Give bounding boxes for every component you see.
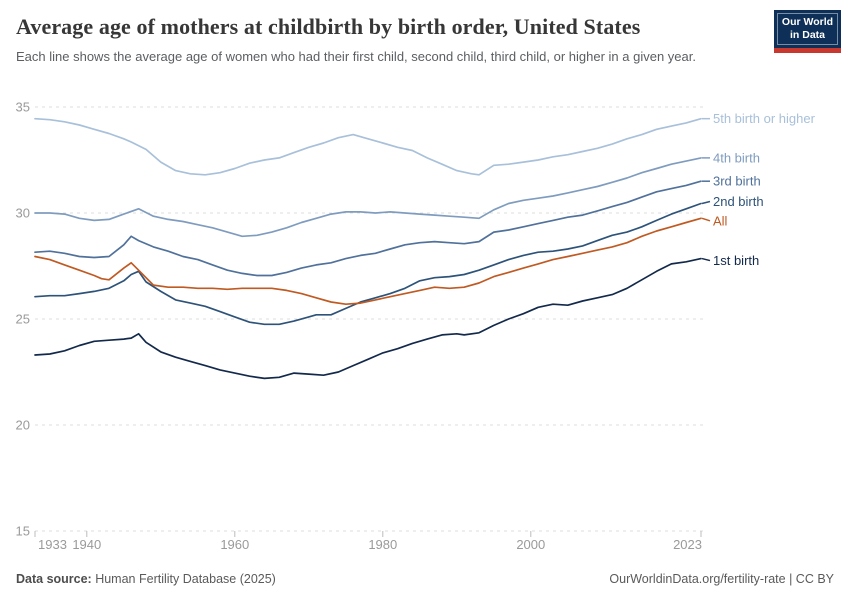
data-source-note: Data source: Human Fertility Database (2… bbox=[16, 572, 276, 586]
x-axis-label-1933: 1933 bbox=[38, 537, 67, 552]
legend-label-5th-birth-or-higher[interactable]: 5th birth or higher bbox=[713, 111, 816, 126]
legend-label-4th-birth[interactable]: 4th birth bbox=[713, 150, 760, 165]
legend-tick-2nd-birth bbox=[701, 200, 711, 205]
x-axis-label-1940: 1940 bbox=[72, 537, 101, 552]
line-all[interactable] bbox=[34, 217, 702, 306]
chart-header: Average age of mothers at childbirth by … bbox=[16, 14, 766, 66]
y-axis-label-35: 35 bbox=[16, 100, 30, 115]
owid-logo-line1: Our World bbox=[781, 16, 834, 29]
chart-footer: Data source: Human Fertility Database (2… bbox=[16, 572, 834, 586]
legend-tick-1st-birth bbox=[701, 257, 711, 262]
x-axis-label-1960: 1960 bbox=[220, 537, 249, 552]
y-axis-label-25: 25 bbox=[16, 312, 30, 327]
legend-label-all[interactable]: All bbox=[713, 213, 728, 228]
owid-logo-frame: Our World in Data bbox=[777, 13, 838, 45]
line-5th-birth-or-higher[interactable] bbox=[34, 117, 702, 176]
line-2nd-birth[interactable] bbox=[34, 202, 702, 326]
line-1st-birth[interactable] bbox=[34, 257, 702, 380]
page-title: Average age of mothers at childbirth by … bbox=[16, 14, 641, 39]
legend-label-1st-birth[interactable]: 1st birth bbox=[713, 253, 759, 268]
legend-label-3rd-birth[interactable]: 3rd birth bbox=[713, 174, 761, 189]
x-axis-label-2023: 2023 bbox=[673, 537, 702, 552]
chart-subtitle: Each line shows the average age of women… bbox=[16, 49, 696, 64]
credit-link[interactable]: OurWorldinData.org/fertility-rate | CC B… bbox=[609, 572, 834, 586]
x-axis-label-1980: 1980 bbox=[368, 537, 397, 552]
owid-logo[interactable]: Our World in Data bbox=[774, 10, 841, 53]
legend-label-2nd-birth[interactable]: 2nd birth bbox=[713, 194, 764, 209]
data-source-text: Human Fertility Database (2025) bbox=[91, 572, 276, 586]
x-axis-label-2000: 2000 bbox=[516, 537, 545, 552]
line-4th-birth[interactable] bbox=[34, 157, 702, 238]
data-source-label: Data source: bbox=[16, 572, 92, 586]
y-axis-label-15: 15 bbox=[16, 524, 30, 539]
y-axis-label-20: 20 bbox=[16, 418, 30, 433]
y-axis-label-30: 30 bbox=[16, 206, 30, 221]
owid-logo-line2: in Data bbox=[789, 29, 825, 41]
legend-tick-all bbox=[701, 217, 711, 222]
line-3rd-birth[interactable] bbox=[34, 180, 702, 277]
